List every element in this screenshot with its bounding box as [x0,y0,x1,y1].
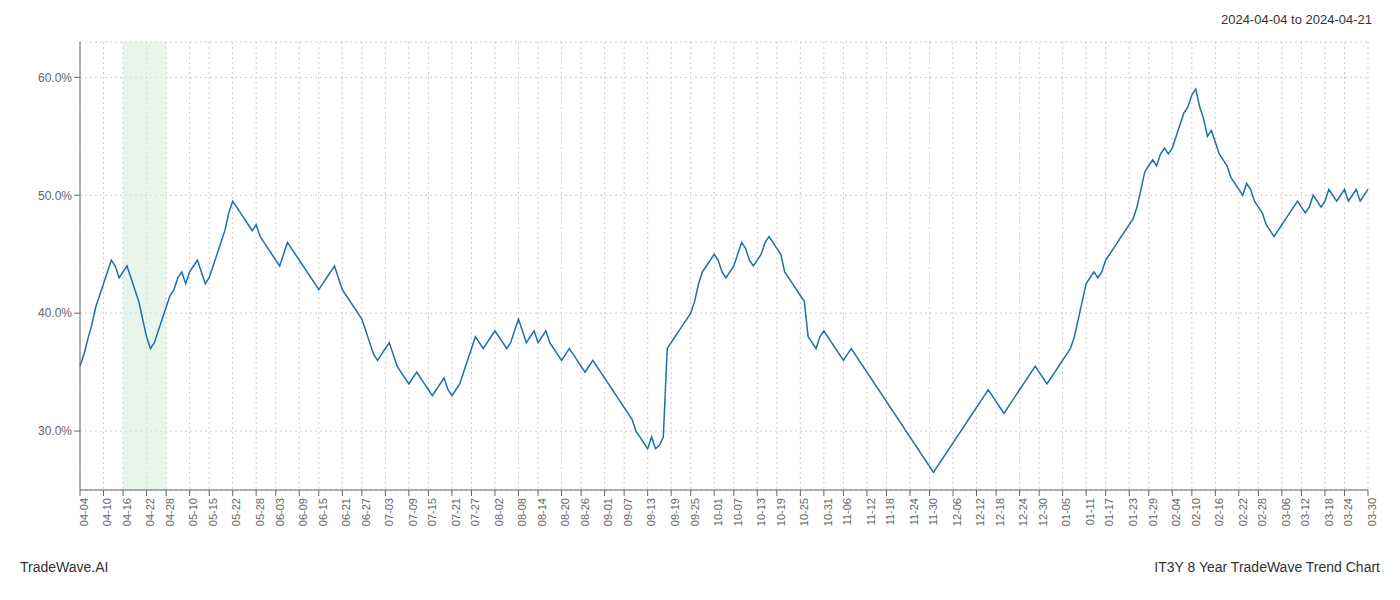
svg-text:10-25: 10-25 [798,498,810,526]
svg-text:10-13: 10-13 [755,498,767,526]
svg-text:08-14: 08-14 [536,498,548,526]
svg-text:06-21: 06-21 [340,498,352,526]
svg-text:50.0%: 50.0% [38,189,72,203]
svg-text:05-22: 05-22 [230,498,242,526]
svg-text:02-28: 02-28 [1256,498,1268,526]
svg-text:11-12: 11-12 [865,498,877,525]
svg-text:09-13: 09-13 [645,498,657,526]
svg-text:03-18: 03-18 [1323,498,1335,526]
html-text:IT3Y 8 Year TradeWave Trend Ch: IT3Y 8 Year TradeWave Trend Chart [1154,559,1380,575]
svg-text:03-24: 03-24 [1342,498,1354,526]
svg-text:02-10: 02-10 [1190,498,1202,526]
svg-text:11-30: 11-30 [927,498,939,525]
svg-text:05-10: 05-10 [187,498,199,526]
svg-text:12-12: 12-12 [974,498,986,526]
svg-text:09-25: 09-25 [689,498,701,526]
svg-text:30.0%: 30.0% [38,424,72,438]
svg-text:12-06: 12-06 [951,498,963,526]
svg-text:01-17: 01-17 [1104,498,1116,526]
svg-text:04-10: 04-10 [101,498,113,526]
svg-text:11-24: 11-24 [908,498,920,525]
svg-text:07-27: 07-27 [469,498,481,526]
html-text:2024-04-04 to 2024-04-21: 2024-04-04 to 2024-04-21 [1220,12,1372,27]
svg-text:03-30: 03-30 [1366,498,1378,526]
svg-text:01-11: 01-11 [1084,498,1096,525]
svg-text:08-02: 08-02 [493,498,505,526]
svg-text:01-05: 01-05 [1060,498,1072,526]
svg-text:07-09: 07-09 [407,498,419,526]
svg-text:02-04: 02-04 [1170,498,1182,526]
svg-text:07-03: 07-03 [383,498,395,526]
svg-text:09-07: 09-07 [622,498,634,526]
svg-text:60.0%: 60.0% [38,71,72,85]
svg-text:04-22: 04-22 [144,498,156,526]
svg-text:07-15: 07-15 [426,498,438,526]
svg-text:10-31: 10-31 [822,498,834,526]
svg-text:01-23: 01-23 [1127,498,1139,526]
svg-text:03-12: 03-12 [1299,498,1311,526]
svg-text:10-07: 10-07 [732,498,744,526]
svg-text:12-18: 12-18 [994,498,1006,526]
svg-text:01-29: 01-29 [1147,498,1159,526]
svg-text:03-06: 03-06 [1280,498,1292,526]
svg-text:04-16: 04-16 [121,498,133,526]
svg-text:06-03: 06-03 [274,498,286,526]
svg-text:08-08: 08-08 [516,498,528,526]
svg-text:02-16: 02-16 [1213,498,1225,526]
svg-text:05-28: 05-28 [254,498,266,526]
svg-text:05-15: 05-15 [207,498,219,526]
svg-text:09-19: 09-19 [669,498,681,526]
svg-text:06-27: 06-27 [360,498,372,526]
svg-text:12-24: 12-24 [1017,498,1029,526]
html-text:TradeWave.AI: TradeWave.AI [20,559,109,575]
svg-text:10-01: 10-01 [712,498,724,526]
svg-text:11-18: 11-18 [884,498,896,525]
svg-text:04-04: 04-04 [78,498,90,526]
svg-text:02-22: 02-22 [1237,498,1249,526]
svg-text:11-06: 11-06 [841,498,853,525]
svg-text:06-15: 06-15 [317,498,329,526]
svg-text:04-28: 04-28 [164,498,176,526]
svg-text:06-09: 06-09 [297,498,309,526]
svg-text:07-21: 07-21 [450,498,462,526]
svg-text:10-19: 10-19 [775,498,787,526]
svg-text:08-20: 08-20 [559,498,571,526]
svg-text:40.0%: 40.0% [38,306,72,320]
svg-text:09-01: 09-01 [602,498,614,526]
svg-text:12-30: 12-30 [1037,498,1049,526]
svg-text:08-26: 08-26 [579,498,591,526]
